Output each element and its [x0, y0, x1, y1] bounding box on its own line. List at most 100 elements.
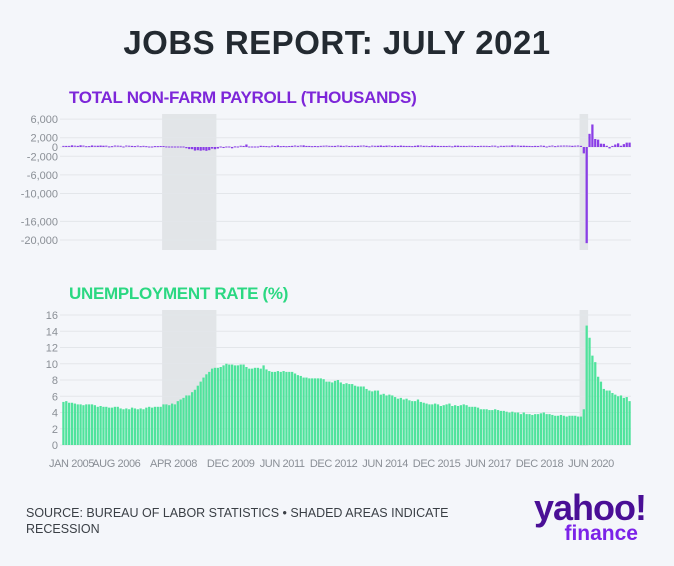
- y-tick-label: 2,000: [30, 133, 58, 145]
- unemployment-bar: [242, 364, 245, 445]
- unemployment-bar: [448, 403, 451, 445]
- unemployment-bar: [259, 368, 262, 445]
- unemployment-bar: [445, 404, 448, 445]
- payroll-bar: [236, 146, 239, 148]
- unemployment-bar: [556, 415, 560, 445]
- unemployment-bar: [411, 401, 414, 445]
- unemployment-bar: [319, 378, 322, 445]
- unemployment-bar: [208, 371, 211, 445]
- payroll-bar: [139, 146, 142, 148]
- payroll-bar: [293, 145, 297, 147]
- payroll-bar: [128, 145, 131, 147]
- y-tick-label: 16: [46, 310, 58, 322]
- y-tick-label: 14: [46, 326, 58, 338]
- payroll-bar: [454, 145, 457, 147]
- unemployment-bar: [293, 373, 297, 445]
- payroll-bar: [468, 145, 471, 147]
- unemployment-bar: [391, 395, 394, 445]
- payroll-bar: [474, 145, 477, 147]
- unemployment-bar: [253, 367, 257, 445]
- unemployment-bar: [405, 398, 408, 445]
- payroll-bar: [88, 146, 91, 148]
- unemployment-bar: [162, 404, 165, 445]
- payroll-bar: [85, 146, 88, 148]
- unemployment-bar: [356, 386, 360, 445]
- payroll-bar: [268, 146, 271, 148]
- unemployment-bar: [614, 394, 617, 445]
- payroll-bar: [182, 146, 185, 148]
- payroll-bar: [476, 145, 480, 147]
- unemployment-bar: [156, 406, 159, 445]
- payroll-bar: [190, 147, 194, 150]
- unemployment-bar: [399, 397, 402, 445]
- payroll-bar: [162, 146, 165, 148]
- payroll-bar: [199, 147, 202, 151]
- unemployment-bar: [345, 383, 348, 445]
- payroll-bar: [262, 145, 265, 147]
- unemployment-bar: [133, 408, 137, 445]
- payroll-bar: [336, 145, 340, 147]
- unemployment-bar: [190, 392, 194, 445]
- unemployment-bar: [425, 403, 428, 445]
- unemployment-bar: [408, 400, 411, 445]
- payroll-bar: [448, 145, 451, 147]
- payroll-bar: [422, 145, 425, 147]
- unemployment-bar: [279, 371, 282, 445]
- payroll-bar: [339, 145, 342, 147]
- unemployment-bar: [233, 365, 237, 445]
- payroll-bar: [296, 145, 300, 147]
- y-tick-label: -2,000: [27, 151, 58, 163]
- payroll-bar: [499, 145, 503, 147]
- payroll-bar: [539, 145, 543, 147]
- payroll-bar: [271, 145, 274, 147]
- payroll-bar: [239, 145, 242, 147]
- unemployment-bar: [574, 415, 577, 445]
- payroll-bar: [79, 145, 82, 147]
- unemployment-bar: [431, 404, 434, 445]
- unemployment-bar: [534, 414, 537, 445]
- unemployment-bar: [462, 404, 465, 445]
- unemployment-bar: [376, 390, 380, 445]
- payroll-bar: [351, 145, 354, 147]
- unemployment-bar: [485, 409, 488, 445]
- payroll-bar: [416, 145, 420, 147]
- unemployment-bar: [93, 405, 97, 445]
- payroll-bar: [219, 146, 222, 148]
- unemployment-bar: [359, 386, 362, 445]
- payroll-bar: [625, 142, 628, 147]
- payroll-bar: [436, 145, 440, 147]
- payroll-bar: [431, 145, 434, 147]
- unemployment-bar: [385, 395, 388, 445]
- unemployment-bar: [70, 402, 74, 445]
- payroll-bar: [125, 145, 128, 147]
- payroll-bar: [233, 146, 237, 148]
- unemployment-bar: [185, 395, 188, 445]
- payroll-bar: [148, 146, 151, 148]
- payroll-bar: [265, 146, 268, 148]
- payroll-bar: [316, 146, 320, 148]
- unemployment-bar: [342, 384, 345, 445]
- payroll-bar: [188, 147, 191, 150]
- unemployment-bar: [142, 409, 145, 445]
- payroll-bar: [159, 145, 162, 147]
- payroll-bar: [368, 146, 371, 148]
- unemployment-bar: [416, 399, 420, 445]
- unemployment-bar: [216, 367, 219, 445]
- x-tick-label: JUN 2017: [465, 458, 511, 470]
- payroll-bar: [536, 145, 540, 147]
- y-tick-label: 6,000: [30, 114, 58, 126]
- payroll-bar: [608, 147, 611, 149]
- unemployment-bar: [193, 389, 197, 445]
- payroll-bar: [545, 146, 548, 148]
- unemployment-bar: [559, 414, 563, 445]
- payroll-bar: [459, 145, 463, 147]
- unemployment-bar: [482, 409, 485, 445]
- unemployment-bar: [325, 381, 328, 445]
- unemployment-bar: [436, 404, 440, 445]
- payroll-bar: [379, 145, 382, 147]
- payroll-bar: [308, 145, 311, 147]
- payroll-bar: [65, 145, 68, 147]
- payroll-chart-title: TOTAL NON-FARM PAYROLL (THOUSANDS): [69, 88, 417, 107]
- unemployment-bar: [494, 409, 497, 445]
- unemployment-bar: [145, 407, 148, 445]
